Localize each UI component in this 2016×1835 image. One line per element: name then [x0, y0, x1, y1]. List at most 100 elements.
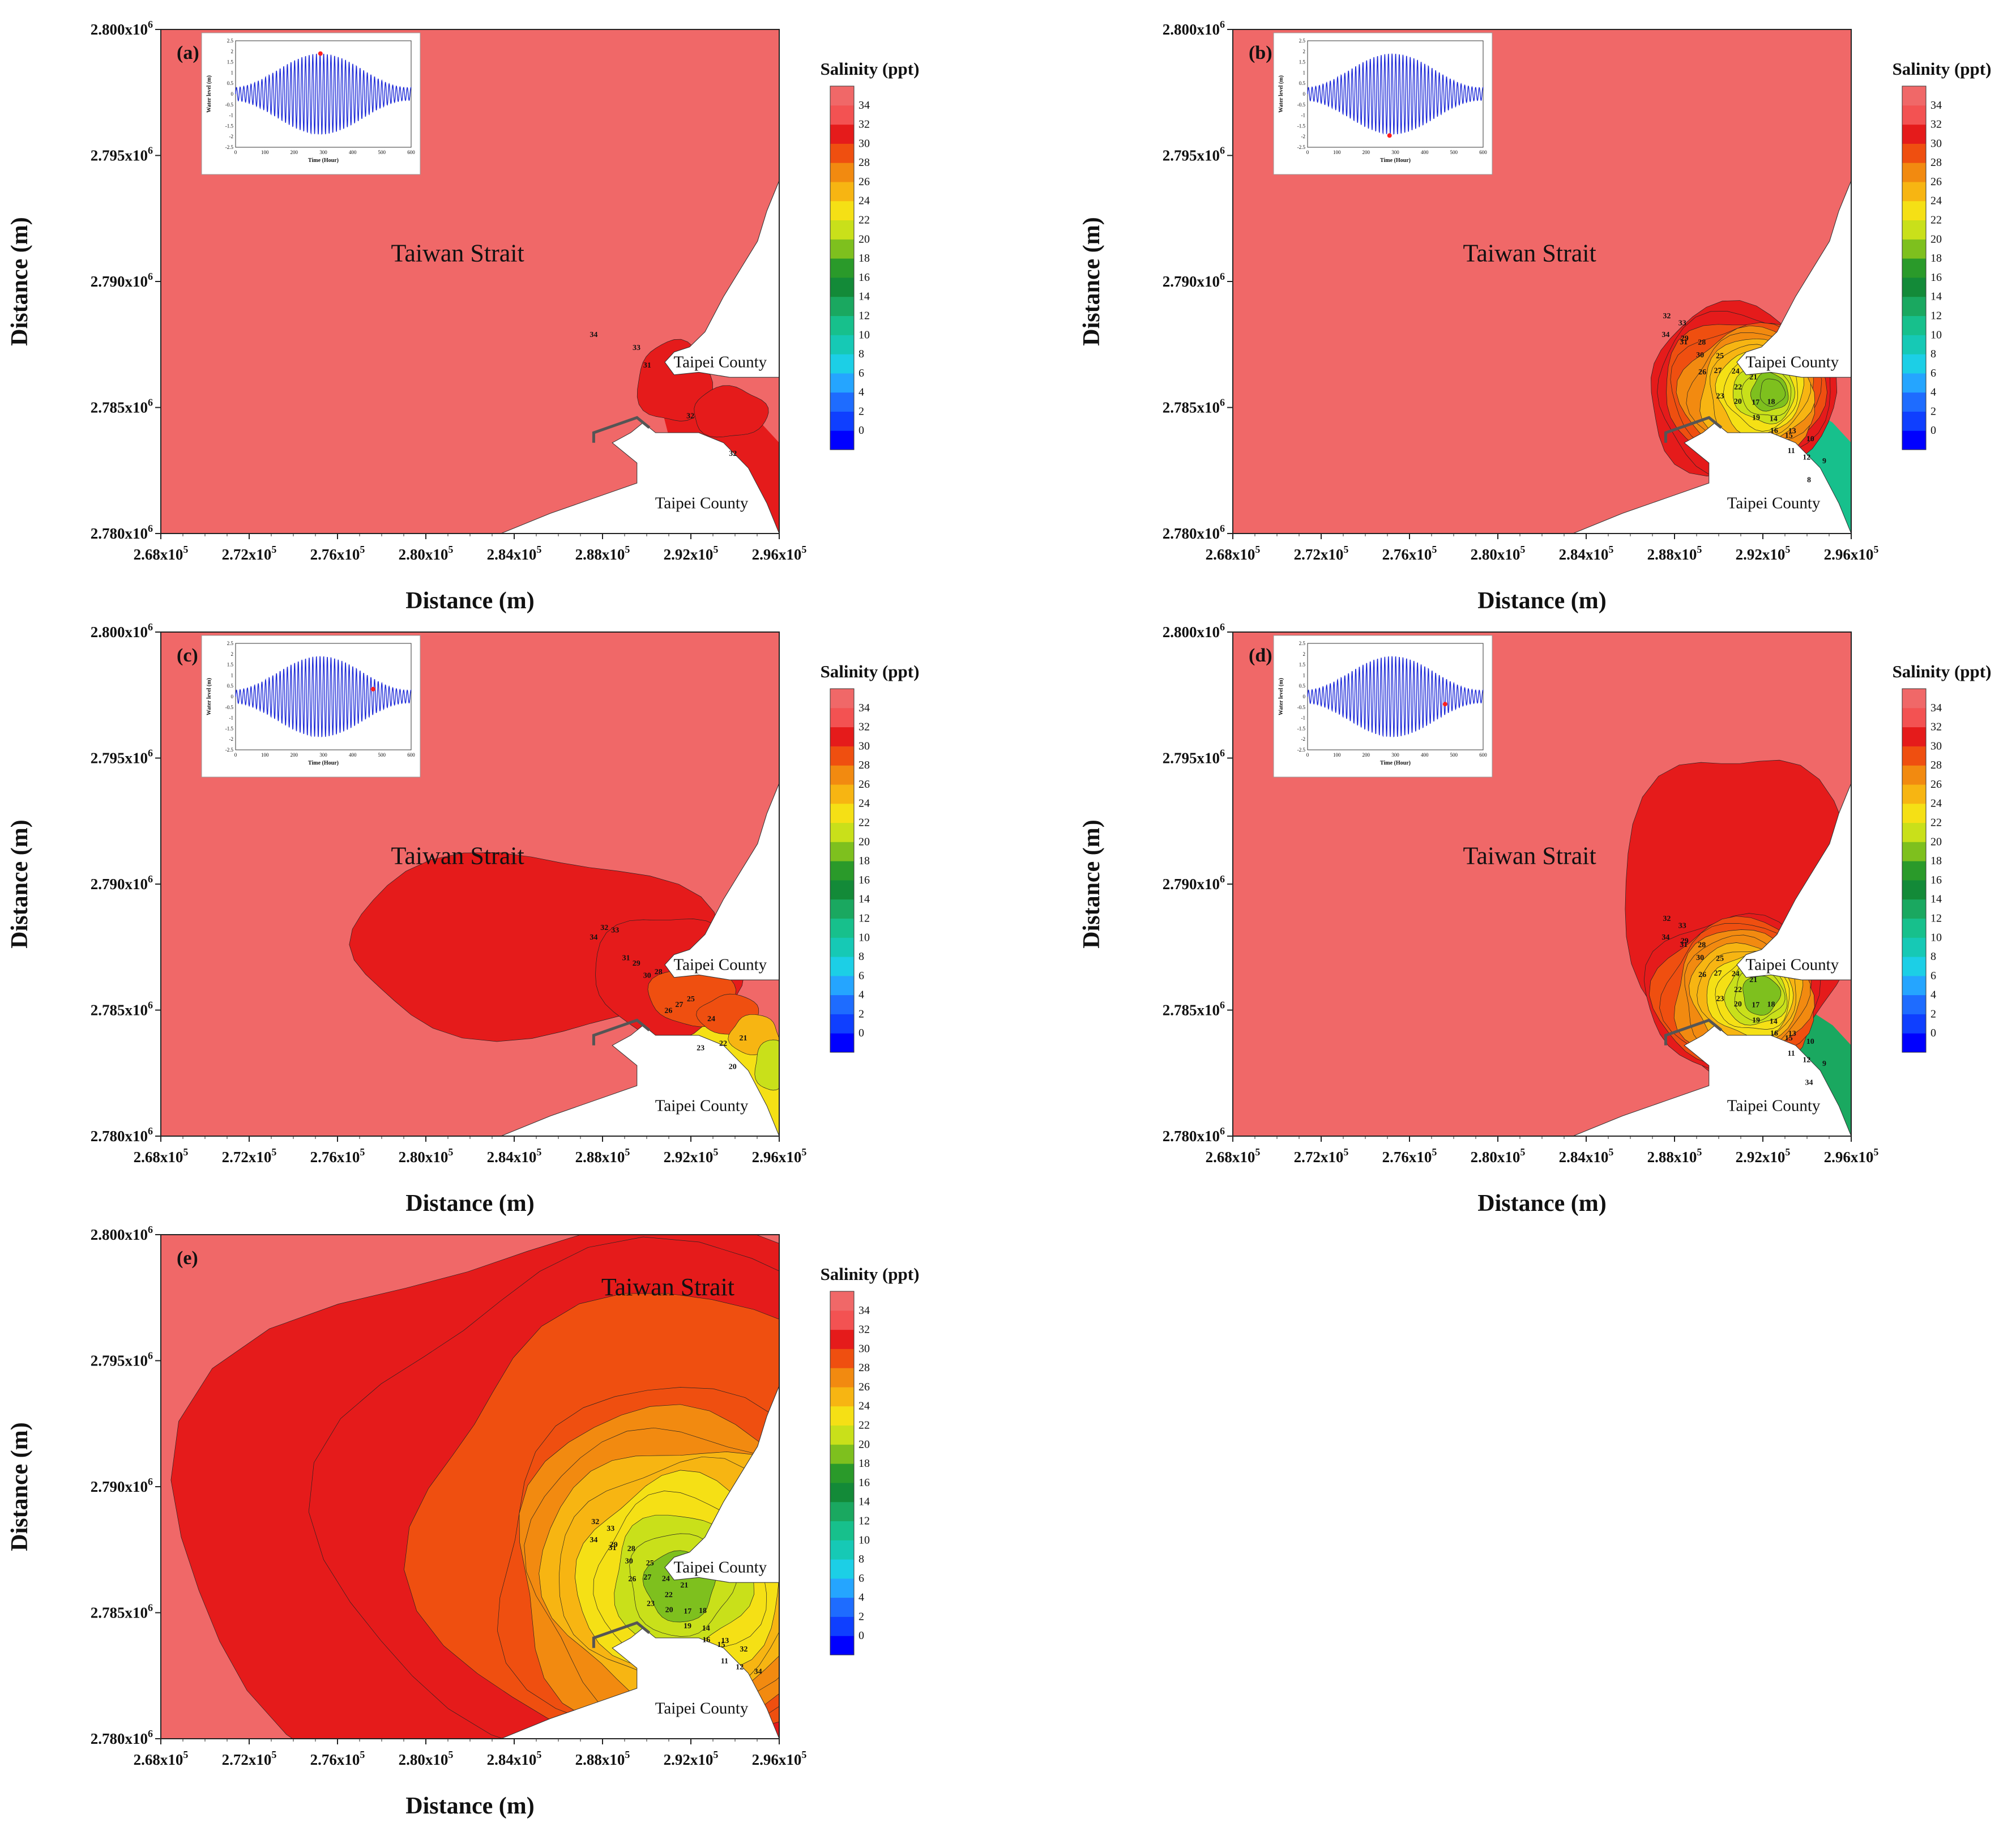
y-tick-exponent: 6 [148, 1602, 153, 1614]
contour-label: 12 [1803, 453, 1810, 462]
contour-label: 27 [675, 1001, 683, 1009]
contour-label: 21 [1749, 976, 1757, 984]
colorbar-tick-label: 10 [858, 931, 870, 944]
inset-y-tick: -1.5 [225, 123, 234, 129]
plot-area: 34 33 32 31 30 29 28 27 26 25 24 23 22 21 20 19 18 17 16 15… [161, 1235, 779, 1739]
x-tick-label: 2.76x105 [310, 1146, 365, 1166]
colorbar-swatch [830, 277, 854, 297]
inset-y-tick: 1.5 [227, 59, 234, 65]
contour-label: 20 [729, 1063, 737, 1072]
contour-label: 23 [647, 1600, 655, 1608]
colorbar-swatch [1902, 200, 1926, 220]
inset-y-tick: 2 [231, 49, 234, 54]
panel-a: 34 33 31 32 32 Taiwan Strait Taipei County Taip… [7, 19, 919, 614]
colorbar-tick-label: 10 [858, 1534, 870, 1546]
colorbar-swatch [1902, 411, 1926, 431]
colorbar-swatch [830, 899, 854, 919]
y-tick-exponent: 6 [148, 145, 153, 156]
y-tick-label: 2.785x106 [1163, 1000, 1225, 1019]
colorbar-tick-label: 6 [1930, 367, 1936, 379]
x-tick-exponent: 5 [448, 1749, 453, 1760]
y-tick-label: 2.790x106 [1163, 271, 1225, 290]
colorbar-tick-label: 14 [858, 1496, 870, 1508]
inset-y-tick: 1 [231, 70, 234, 75]
y-tick-label: 2.790x106 [91, 873, 153, 893]
x-tick-mantissa: 2.84x10 [1559, 546, 1609, 563]
contour-label: 30 [643, 972, 651, 980]
colorbar-swatch [1902, 296, 1926, 316]
colorbar-swatch [830, 296, 854, 316]
contour-label: 15 [1785, 1034, 1793, 1043]
colorbar-tick-label: 16 [1930, 874, 1942, 886]
inset-y-tick: 1.5 [227, 662, 234, 668]
x-tick-label: 2.88x105 [1647, 1146, 1702, 1166]
inset-y-label: Water level (m) [1278, 75, 1284, 113]
y-tick-mantissa: 2.785x10 [1163, 1002, 1220, 1019]
x-tick-exponent: 5 [1697, 544, 1702, 555]
y-tick-exponent: 6 [1220, 621, 1225, 633]
colorbar-swatch [830, 880, 854, 900]
x-tick-exponent: 5 [183, 544, 188, 555]
x-tick-label: 2.84x105 [1559, 1146, 1614, 1166]
x-tick-exponent: 5 [448, 544, 453, 555]
x-tick-exponent: 5 [536, 1749, 541, 1760]
colorbar-swatch [1902, 746, 1926, 766]
colorbar-tick-label: 22 [858, 1419, 870, 1432]
colorbar-swatch [1902, 842, 1926, 861]
y-tick-label: 2.800x106 [91, 1224, 153, 1243]
inset-y-tick: -2 [229, 134, 234, 139]
contour-label: 27 [643, 1573, 651, 1582]
x-tick-exponent: 5 [625, 544, 630, 555]
north-shore [1736, 180, 1851, 378]
x-tick-label: 2.76x105 [310, 1749, 365, 1768]
colorbar-tick-label: 4 [1930, 989, 1936, 1001]
x-tick-mantissa: 2.68x10 [1206, 546, 1255, 563]
x-tick-label: 2.92x105 [1736, 1146, 1791, 1166]
colorbar-swatch [830, 1636, 854, 1655]
colorbar-swatch [1902, 707, 1926, 728]
x-tick-label: 2.84x105 [487, 544, 542, 563]
colorbar-tick-label: 18 [1930, 252, 1942, 264]
colorbar-tick-label: 2 [858, 1008, 864, 1020]
taiwan-strait-label: Taiwan Strait [1463, 239, 1596, 267]
contour-label: 18 [1767, 1001, 1775, 1009]
colorbar-tick-label: 14 [1930, 893, 1942, 906]
contour-label: 16 [1770, 427, 1778, 436]
colorbar-tick-label: 16 [858, 271, 870, 284]
colorbar-swatch [1902, 918, 1926, 938]
inset-y-tick: 1.5 [1299, 662, 1306, 668]
colorbar-tick-label: 20 [1930, 233, 1942, 245]
y-tick-exponent: 6 [148, 19, 153, 30]
x-tick-exponent: 5 [536, 1146, 541, 1158]
colorbar-swatch [830, 258, 854, 278]
inset-x-label: Time (Hour) [308, 157, 339, 164]
north-shore [1736, 783, 1851, 980]
contour-label: 29 [633, 959, 640, 968]
x-tick-label: 2.76x105 [1382, 544, 1437, 563]
colorbar-tick-label: 20 [858, 233, 870, 245]
colorbar-swatch [830, 392, 854, 412]
colorbar-tick-label: 22 [858, 817, 870, 829]
contour-label: 32 [1663, 312, 1671, 321]
x-tick-label: 2.92x105 [1736, 544, 1791, 563]
inset-water-level-line [235, 656, 412, 737]
colorbar-swatch [830, 1368, 854, 1388]
y-tick-exponent: 6 [148, 1224, 153, 1235]
y-tick-label: 2.790x106 [1163, 873, 1225, 893]
colorbar-tick-label: 0 [858, 1027, 864, 1039]
contour-label: 33 [611, 927, 619, 935]
x-tick-mantissa: 2.72x10 [222, 1149, 272, 1166]
y-tick-label: 2.785x106 [91, 1602, 153, 1621]
colorbar-swatch [1902, 975, 1926, 996]
colorbar-swatch [830, 918, 854, 938]
inset-y-tick: -2.5 [1297, 747, 1306, 753]
colorbar-tick-label: 34 [858, 99, 870, 112]
harbour-breakwater [1664, 1018, 1723, 1045]
colorbar-swatch [830, 181, 854, 202]
y-tick-label: 2.795x106 [1163, 748, 1225, 767]
y-tick-mantissa: 2.780x10 [91, 1730, 148, 1747]
colorbar-tick-label: 20 [858, 835, 870, 848]
colorbar-tick-label: 24 [858, 797, 870, 810]
inset-x-tick: 0 [234, 150, 237, 155]
